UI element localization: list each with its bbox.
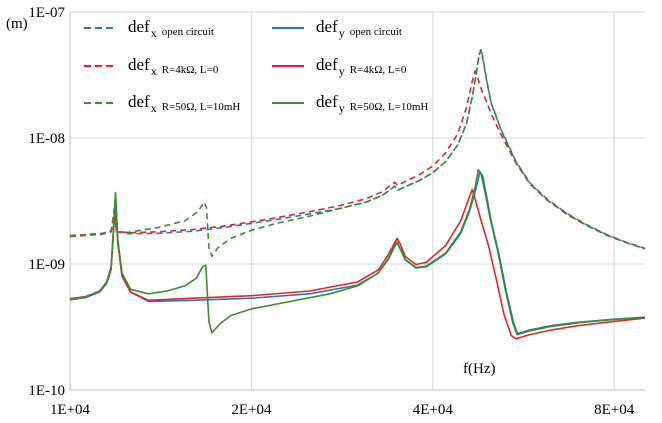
legend-label-condition: R=50Ω, L=10mH xyxy=(350,101,429,113)
y-tick-label: 1E-10 xyxy=(28,383,65,399)
legend-item-0: def x open circuit xyxy=(84,17,214,40)
legend-label-main: def xyxy=(128,17,150,36)
legend-label-sub: y xyxy=(339,26,345,40)
y-tick-label: 1E-08 xyxy=(28,131,65,147)
legend-label-sub: x xyxy=(151,26,157,40)
x-tick-label: 8E+04 xyxy=(594,402,635,418)
legend-label-main: def xyxy=(128,55,150,74)
legend-item-4: def x R=50Ω, L=10mH xyxy=(84,92,240,115)
y-axis-label: (m) xyxy=(6,16,28,32)
series-line-1 xyxy=(69,170,646,335)
legend-label-condition: open circuit xyxy=(350,26,402,38)
x-tick-label: 2E+04 xyxy=(231,402,272,418)
legend-label-main: def xyxy=(316,55,338,74)
x-tick-label: 1E+04 xyxy=(50,402,91,418)
series-layer xyxy=(69,48,646,340)
legend-label-sub: x xyxy=(151,64,157,78)
legend-label-condition: R=50Ω, L=10mH xyxy=(162,101,241,113)
x-axis-label: f(Hz) xyxy=(463,361,495,377)
legend-item-2: def x R=4kΩ, L=0 xyxy=(84,55,219,78)
legend-item-1: def y open circuit xyxy=(272,17,402,40)
legend-label-main: def xyxy=(316,92,338,111)
y-tick-label: 1E-09 xyxy=(28,257,65,273)
series-line-2 xyxy=(69,70,646,250)
x-tick-label: 4E+04 xyxy=(413,402,454,418)
y-tick-labels: 1E-10 1E-09 1E-08 1E-07 xyxy=(28,5,65,399)
legend-label-condition: R=4kΩ, L=0 xyxy=(350,64,407,76)
legend-label-sub: y xyxy=(339,64,345,78)
grid xyxy=(69,11,645,391)
x-tick-labels: 1E+04 2E+04 4E+04 8E+04 xyxy=(50,402,635,418)
legend-label-main: def xyxy=(128,92,150,111)
legend-label-main: def xyxy=(316,17,338,36)
series-line-0 xyxy=(69,48,646,250)
legend-item-5: def y R=50Ω, L=10mH xyxy=(272,92,428,115)
series-line-4 xyxy=(69,49,646,258)
legend-label-condition: open circuit xyxy=(162,26,214,38)
legend-label-sub: y xyxy=(339,101,345,115)
legend-label-condition: R=4kΩ, L=0 xyxy=(162,64,219,76)
legend-item-3: def y R=4kΩ, L=0 xyxy=(272,55,407,78)
series-line-5 xyxy=(69,168,646,336)
y-tick-label: 1E-07 xyxy=(28,5,65,21)
legend-label-sub: x xyxy=(151,101,157,115)
